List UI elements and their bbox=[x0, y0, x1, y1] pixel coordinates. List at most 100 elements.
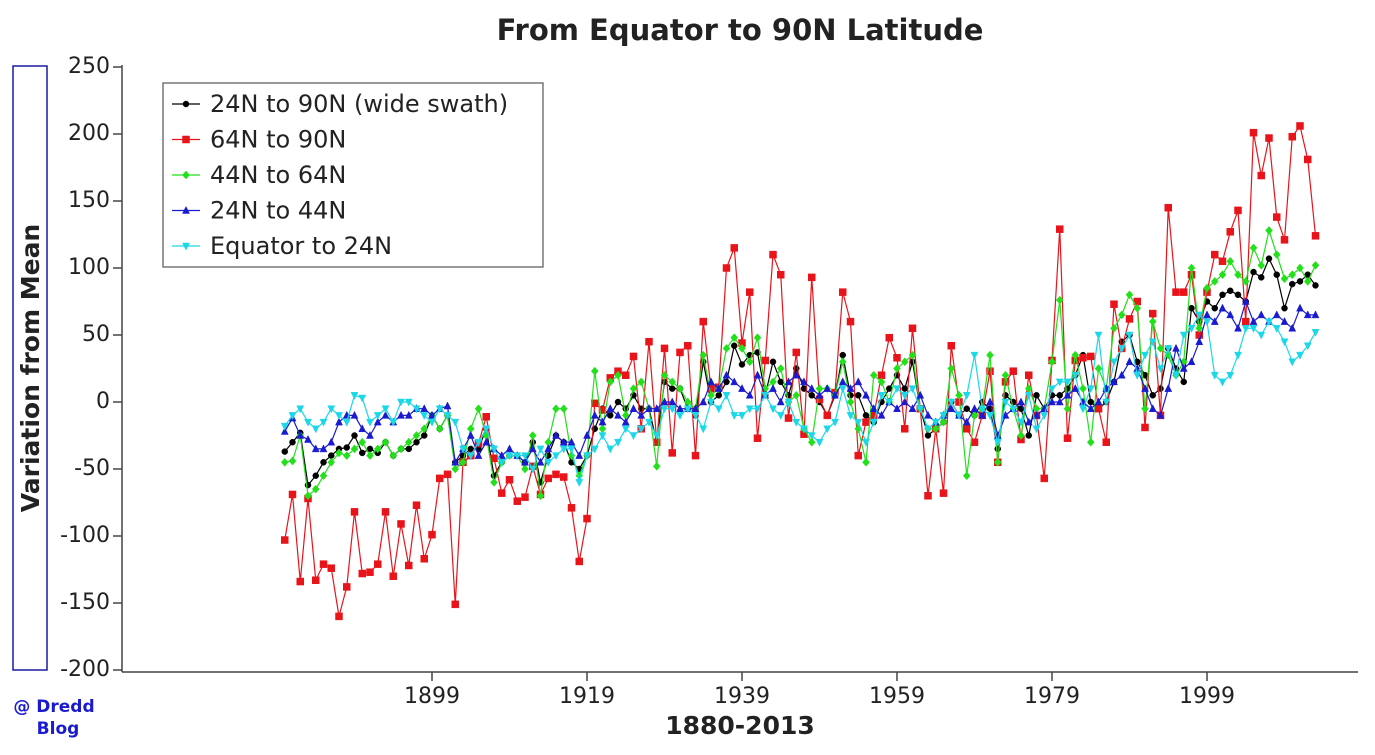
legend-label: 24N to 44N bbox=[210, 197, 346, 225]
data-point bbox=[1063, 390, 1072, 399]
data-point bbox=[854, 418, 863, 427]
data-point bbox=[730, 412, 739, 420]
data-point bbox=[993, 438, 1002, 447]
data-point bbox=[1273, 271, 1280, 278]
y-label-box bbox=[12, 65, 48, 671]
data-point bbox=[730, 244, 738, 252]
data-point bbox=[699, 397, 708, 406]
data-point bbox=[978, 410, 987, 419]
data-point bbox=[691, 451, 700, 460]
series-line bbox=[284, 313, 1317, 485]
data-point bbox=[962, 417, 971, 426]
data-point bbox=[412, 501, 421, 509]
data-point bbox=[1210, 277, 1219, 286]
data-point bbox=[559, 404, 568, 414]
data-point bbox=[1148, 404, 1157, 412]
data-point bbox=[776, 412, 785, 420]
data-point bbox=[397, 410, 405, 419]
data-point bbox=[614, 410, 622, 419]
data-point bbox=[521, 493, 529, 501]
data-point bbox=[583, 514, 591, 523]
data-point bbox=[652, 432, 661, 441]
data-point bbox=[707, 398, 715, 407]
data-point bbox=[1156, 344, 1165, 353]
y-tick-label: 0 bbox=[96, 389, 110, 414]
data-point bbox=[792, 370, 801, 379]
data-point bbox=[1241, 296, 1250, 305]
data-point bbox=[731, 342, 738, 349]
data-point bbox=[528, 431, 537, 440]
data-point bbox=[296, 405, 305, 414]
data-point bbox=[1242, 317, 1250, 326]
data-point bbox=[730, 377, 739, 386]
data-point bbox=[815, 438, 824, 447]
data-point bbox=[986, 350, 994, 360]
data-point bbox=[901, 385, 908, 392]
data-point bbox=[373, 412, 382, 420]
data-point bbox=[815, 390, 824, 399]
data-point bbox=[320, 459, 327, 466]
data-point bbox=[350, 410, 359, 419]
data-point bbox=[676, 348, 684, 357]
data-point bbox=[1056, 225, 1064, 233]
data-point bbox=[513, 452, 522, 461]
data-point bbox=[1048, 397, 1056, 406]
x-tick-label: 1999 bbox=[1179, 684, 1235, 709]
data-point bbox=[1055, 295, 1064, 305]
data-point bbox=[746, 288, 754, 296]
data-point bbox=[443, 470, 452, 479]
data-point bbox=[1110, 358, 1118, 367]
data-point bbox=[1211, 250, 1219, 259]
data-point bbox=[676, 384, 684, 393]
data-point bbox=[335, 417, 343, 426]
data-point bbox=[366, 418, 374, 427]
data-point bbox=[1032, 410, 1041, 419]
data-point bbox=[366, 430, 374, 439]
data-point bbox=[1117, 370, 1126, 379]
data-point bbox=[637, 410, 646, 419]
data-point bbox=[924, 425, 932, 434]
data-point bbox=[668, 377, 677, 387]
data-point bbox=[1024, 417, 1033, 426]
data-point bbox=[351, 432, 358, 439]
data-point bbox=[753, 370, 762, 379]
data-point bbox=[714, 405, 723, 414]
data-point bbox=[939, 489, 948, 497]
data-point bbox=[598, 432, 607, 441]
data-point bbox=[993, 457, 1002, 467]
data-point bbox=[683, 405, 692, 414]
data-point bbox=[784, 377, 793, 386]
data-point bbox=[490, 478, 498, 487]
data-point bbox=[1203, 318, 1211, 327]
data-point bbox=[1288, 358, 1297, 367]
data-point bbox=[668, 449, 676, 457]
data-point bbox=[498, 489, 506, 497]
x-tick-label: 1919 bbox=[559, 684, 615, 709]
data-point bbox=[1017, 418, 1025, 427]
data-point bbox=[350, 444, 359, 454]
data-point bbox=[1288, 270, 1297, 280]
data-point bbox=[846, 397, 855, 407]
data-point bbox=[1303, 310, 1312, 319]
data-point bbox=[1133, 303, 1142, 313]
data-point bbox=[358, 437, 367, 447]
y-tick-label: 250 bbox=[68, 54, 110, 79]
data-point bbox=[1048, 385, 1056, 394]
data-point bbox=[404, 437, 413, 447]
data-point bbox=[1164, 384, 1173, 392]
data-point bbox=[288, 456, 297, 466]
data-point bbox=[1280, 338, 1289, 347]
data-point bbox=[319, 471, 328, 481]
data-point bbox=[838, 377, 847, 386]
data-point bbox=[1094, 404, 1103, 413]
data-point bbox=[924, 492, 932, 500]
data-point bbox=[970, 438, 979, 446]
data-point bbox=[1211, 304, 1218, 312]
data-point bbox=[1156, 410, 1165, 419]
data-point bbox=[521, 464, 529, 474]
data-point bbox=[629, 384, 638, 393]
data-point bbox=[288, 412, 297, 420]
data-point bbox=[281, 536, 289, 544]
data-point bbox=[350, 392, 359, 400]
data-point bbox=[335, 412, 343, 420]
